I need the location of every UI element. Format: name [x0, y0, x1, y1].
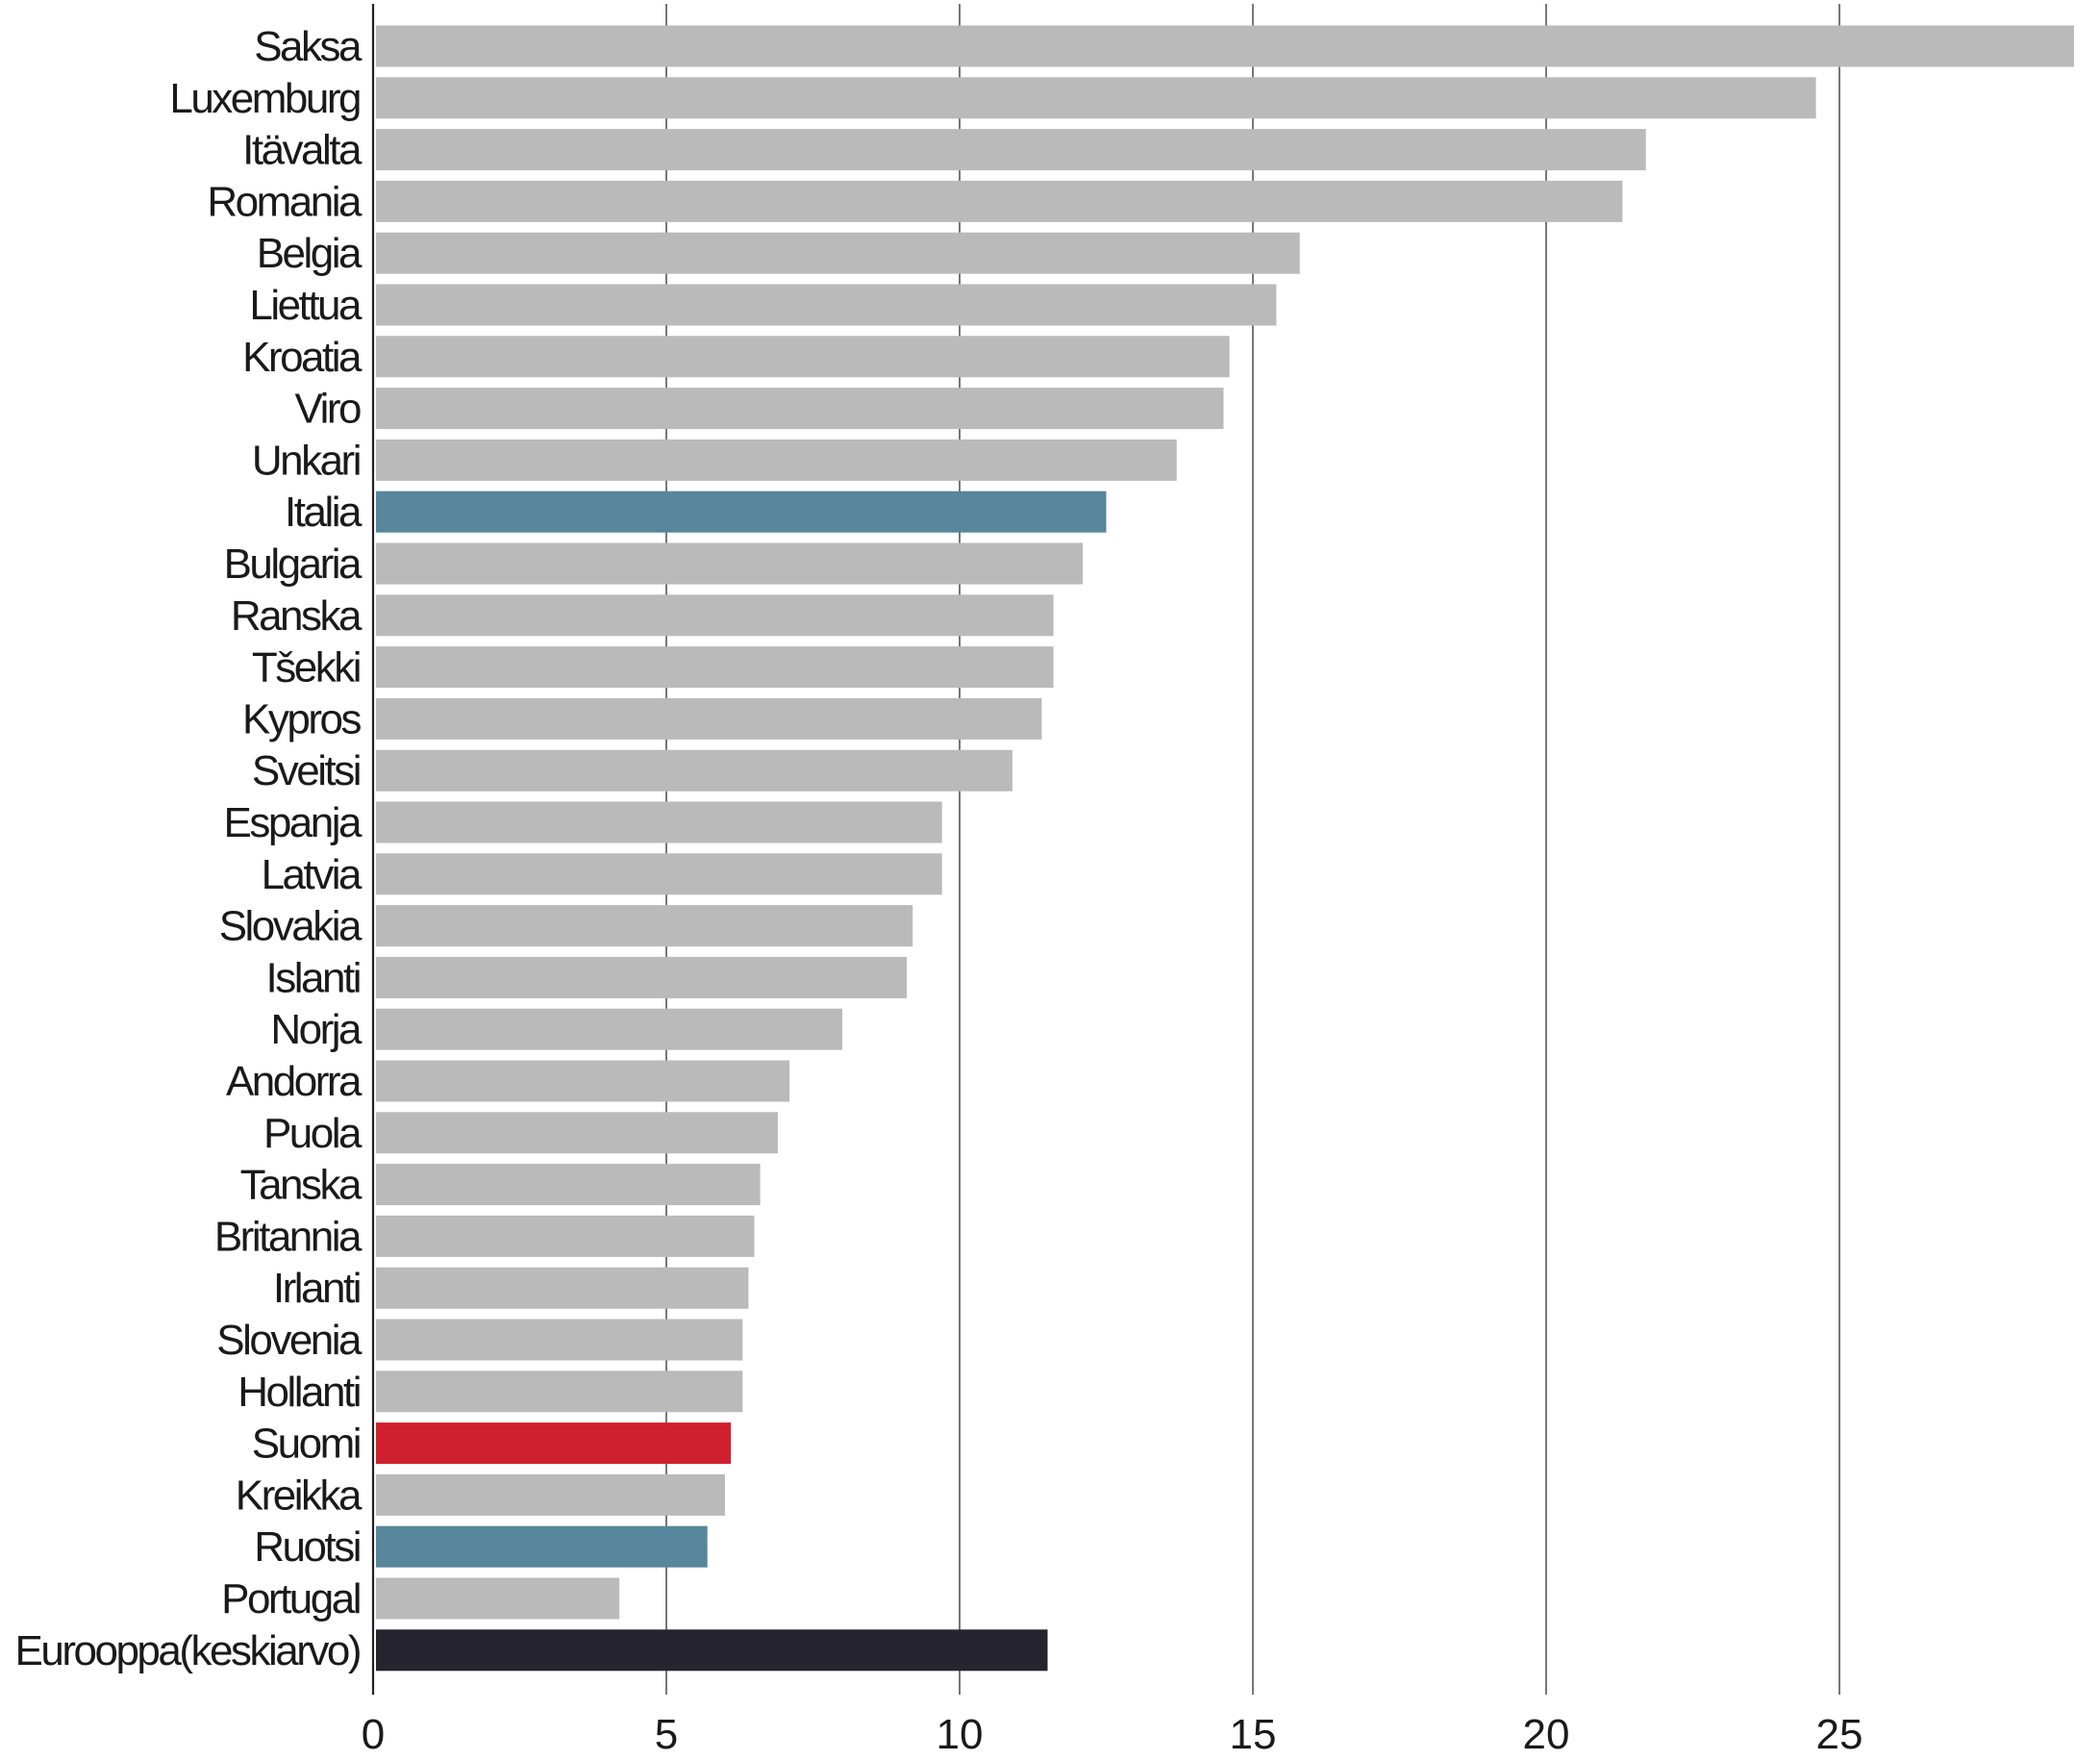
category-label: Britannia [214, 1213, 362, 1260]
bar-andorra [376, 1060, 790, 1102]
bar-slovakia [376, 905, 913, 947]
bar-ruotsi [376, 1525, 708, 1568]
bar-unkari [376, 439, 1177, 481]
category-label: Irlanti [273, 1265, 360, 1312]
category-label: Espanja [223, 799, 362, 846]
bar-bulgaria [376, 542, 1084, 585]
category-label: Saksa [254, 23, 362, 70]
category-label: Hollanti [238, 1369, 360, 1416]
bar-norja [376, 1008, 842, 1050]
bar-saksa [376, 25, 2074, 67]
bar-slovenia [376, 1319, 743, 1361]
bar-liettua [376, 284, 1277, 326]
category-label: Belgia [257, 230, 362, 277]
bar-eurooppa-keskiarvo- [376, 1629, 1048, 1672]
category-label: Slovakia [219, 903, 362, 950]
category-label: Bulgaria [224, 541, 362, 588]
bar-belgia [376, 232, 1300, 274]
category-label: Romania [207, 178, 362, 225]
category-label: Eurooppa(keskiarvo) [15, 1627, 360, 1674]
bar-luxemburg [376, 77, 1816, 119]
bar-italia [376, 491, 1107, 533]
x-tick-label: 15 [1230, 1711, 1277, 1758]
category-label: Puola [263, 1110, 362, 1157]
category-label: Italia [285, 489, 362, 536]
category-label: Kroatia [242, 334, 362, 381]
bar-portugal [376, 1577, 620, 1620]
bar-tšekki [376, 646, 1054, 689]
bar-islanti [376, 956, 908, 998]
bar-suomi [376, 1422, 732, 1465]
x-tick-label: 10 [937, 1711, 984, 1758]
category-label: Luxemburg [169, 75, 360, 122]
category-label: Andorra [226, 1058, 362, 1105]
bar-viro [376, 388, 1224, 430]
category-label: Norja [270, 1006, 362, 1053]
bar-britannia [376, 1215, 755, 1257]
bar-ranska [376, 594, 1054, 637]
category-label: Tšekki [252, 644, 360, 692]
category-label: Viro [295, 386, 361, 433]
category-label: Slovenia [216, 1317, 362, 1364]
bar-tanska [376, 1164, 761, 1206]
category-label: Portugal [221, 1575, 360, 1623]
bar-espanja [376, 801, 942, 843]
category-label: Tanska [240, 1162, 362, 1209]
bar-kreikka [376, 1473, 725, 1516]
category-label: Unkari [252, 437, 360, 484]
category-label: Kreikka [236, 1472, 362, 1519]
x-tick-label: 25 [1816, 1711, 1863, 1758]
category-label: Suomi [252, 1421, 360, 1468]
bar-itävalta [376, 129, 1646, 171]
bar-romania [376, 180, 1623, 222]
bar-irlanti [376, 1267, 749, 1309]
category-label: Itävalta [242, 127, 362, 174]
category-label: Ruotsi [254, 1523, 360, 1571]
category-label: Latvia [262, 851, 362, 898]
bar-hollanti [376, 1371, 743, 1413]
x-tick-label: 0 [362, 1711, 385, 1758]
x-tick-label: 20 [1523, 1711, 1570, 1758]
category-label: Liettua [249, 282, 362, 329]
category-label: Ranska [231, 592, 362, 640]
bar-kypros [376, 697, 1042, 740]
bar-puola [376, 1112, 778, 1154]
category-label: Sveitsi [252, 747, 360, 794]
bar-sveitsi [376, 749, 1012, 792]
bar-latvia [376, 853, 942, 895]
x-tick-label: 5 [655, 1711, 678, 1758]
category-label: Islanti [266, 954, 360, 1001]
bar-kroatia [376, 336, 1230, 378]
category-label: Kypros [242, 695, 361, 742]
